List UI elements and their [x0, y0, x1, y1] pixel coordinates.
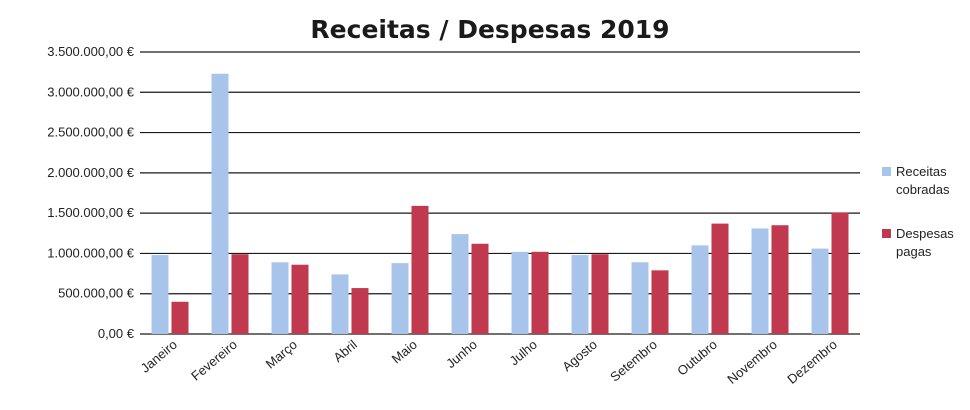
- x-tick-label: Dezembro: [784, 337, 840, 387]
- legend-swatch: [882, 167, 891, 176]
- x-tick-label: Março: [263, 337, 300, 372]
- bar-despesas: [291, 264, 309, 334]
- bar-despesas: [651, 270, 669, 334]
- bar-despesas: [711, 223, 729, 334]
- legend-label: cobradas: [896, 182, 950, 197]
- bar-receitas: [451, 234, 469, 334]
- x-tick-label: Outubro: [674, 337, 720, 379]
- x-tick-label: Fevereiro: [188, 337, 240, 384]
- y-tick-label: 2.000.000,00 €: [47, 165, 135, 180]
- bar-receitas: [391, 263, 409, 334]
- legend: Receitas cobradas Despesas pagas: [882, 164, 954, 259]
- x-tick-label: Junho: [443, 337, 480, 371]
- bar-receitas: [151, 255, 169, 334]
- gridlines: [140, 51, 860, 335]
- legend-label: Despesas: [896, 226, 954, 241]
- y-axis-ticks: 0,00 € 500.000,00 € 1.000.000,00 € 1.500.00…: [47, 44, 135, 341]
- y-tick-label: 1.000.000,00 €: [47, 245, 135, 260]
- y-tick-label: 500.000,00 €: [58, 286, 135, 301]
- bar-receitas: [271, 262, 289, 334]
- y-tick-label: 2.500.000,00 €: [47, 125, 135, 140]
- bar-despesas: [231, 254, 249, 334]
- bar-receitas: [811, 248, 829, 334]
- y-tick-label: 0,00 €: [98, 326, 135, 341]
- x-tick-label: Maio: [389, 337, 420, 367]
- y-tick-label: 3.500.000,00 €: [47, 44, 135, 59]
- bar-despesas: [471, 243, 489, 334]
- bar-receitas: [211, 73, 229, 335]
- bar-despesas: [771, 225, 789, 334]
- legend-swatch: [882, 229, 891, 238]
- x-tick-label: Agosto: [559, 337, 600, 375]
- x-axis-ticks: Janeiro Fevereiro Março Abril Maio Junho Julho…: [138, 337, 840, 387]
- bar-receitas: [631, 262, 649, 334]
- x-tick-label: Novembro: [724, 337, 780, 387]
- bar-despesas: [171, 301, 189, 334]
- bar-despesas: [351, 288, 369, 334]
- x-tick-label: Abril: [330, 337, 360, 365]
- x-tick-label: Janeiro: [138, 337, 180, 376]
- y-tick-label: 1.500.000,00 €: [47, 205, 135, 220]
- bar-receitas: [571, 255, 589, 334]
- legend-label: Receitas: [896, 164, 947, 179]
- bar-receitas: [331, 274, 349, 334]
- bar-despesas: [411, 205, 429, 334]
- bar-despesas: [591, 254, 609, 334]
- y-tick-label: 3.000.000,00 €: [47, 84, 135, 99]
- x-tick-label: Julho: [506, 337, 539, 368]
- chart-title: Receitas / Despesas 2019: [310, 15, 669, 44]
- bar-despesas: [531, 251, 549, 334]
- bars: [151, 73, 849, 335]
- bar-receitas: [751, 228, 769, 334]
- bar-receitas: [691, 245, 709, 334]
- legend-label: pagas: [896, 244, 932, 259]
- x-tick-label: Setembro: [607, 337, 660, 385]
- bar-receitas: [511, 251, 529, 334]
- bar-despesas: [831, 212, 849, 334]
